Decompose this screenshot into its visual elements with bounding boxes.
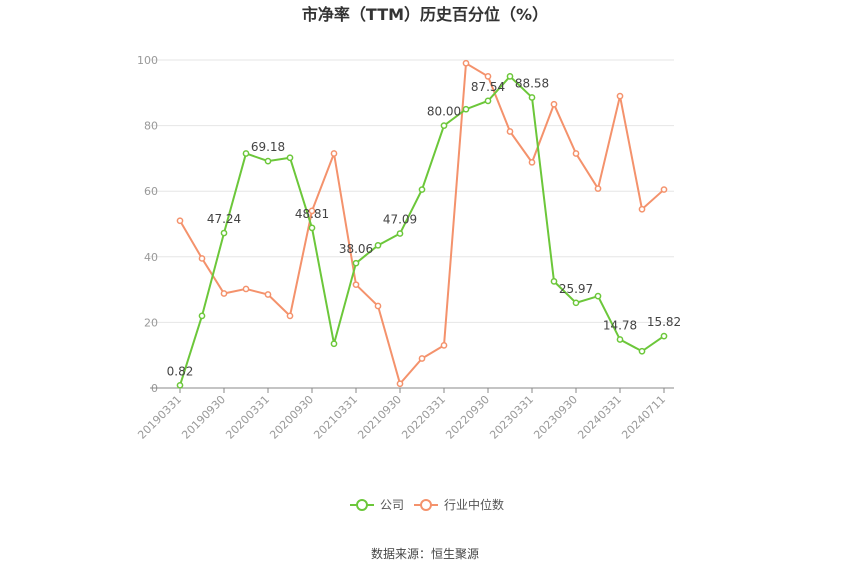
legend-item-industry-median[interactable]: 行业中位数 <box>414 497 504 512</box>
industry-median-data-point <box>286 312 294 320</box>
data-labels: 0.82 47.24 69.18 48.81 38.06 47.09 80.00 87.54 8… <box>167 76 682 378</box>
legend-label: 公司 <box>380 498 404 512</box>
company-data-point <box>506 73 514 80</box>
industry-median-data-point <box>550 100 558 108</box>
industry-median-data-point <box>506 128 514 135</box>
x-tick-label: 20210331 <box>311 393 360 442</box>
industry-median-data-point <box>462 59 470 67</box>
industry-median-data-point <box>396 380 404 388</box>
company-data-point <box>330 340 338 348</box>
data-label: 38.06 <box>339 242 373 256</box>
x-tick-label: 20230930 <box>531 393 580 442</box>
data-label: 48.81 <box>295 207 329 221</box>
industry-median-data-point <box>352 281 360 289</box>
company-data-point <box>308 224 316 232</box>
company-data-point <box>352 259 360 267</box>
data-label: 47.24 <box>207 212 241 226</box>
industry-median-data-point <box>528 158 536 166</box>
company-data-point <box>462 105 470 113</box>
company-data-point <box>264 157 272 165</box>
industry-median-data-point <box>418 355 426 362</box>
industry-median-data-point <box>374 302 382 310</box>
grid-lines <box>150 59 674 323</box>
data-label: 69.18 <box>251 140 285 154</box>
data-label: 80.00 <box>427 105 461 119</box>
data-label: 87.54 <box>471 80 505 94</box>
data-label: 25.97 <box>559 282 593 296</box>
company-data-point <box>550 278 558 285</box>
industry-median-data-point <box>440 342 448 349</box>
chart-title: 市净率（TTM）历史百分位（%） <box>302 5 548 24</box>
industry-median-data-point <box>484 73 492 80</box>
x-tick-label: 20190331 <box>135 393 184 442</box>
company-data-point <box>616 336 624 343</box>
data-label: 15.82 <box>647 315 681 329</box>
y-axis-ticks: 020406080100 <box>137 54 158 395</box>
x-tick-label: 20210930 <box>355 393 404 442</box>
industry-median-data-point <box>176 217 184 225</box>
data-label: 14.78 <box>603 319 637 333</box>
industry-median-data-point <box>220 290 228 297</box>
industry-median-data-point <box>308 207 316 215</box>
legend-label: 行业中位数 <box>444 497 504 512</box>
industry-median-data-point <box>594 185 602 192</box>
x-tick-label: 20240711 <box>619 393 668 442</box>
y-tick-label: 100 <box>137 54 158 67</box>
series-lines <box>176 59 668 389</box>
y-tick-label: 80 <box>144 120 158 133</box>
x-tick-label: 20190930 <box>179 393 228 442</box>
company-series-line <box>179 74 665 386</box>
company-data-point <box>638 347 646 355</box>
y-tick-label: 40 <box>144 251 158 264</box>
industry-median-data-point <box>264 291 272 298</box>
company-data-point <box>418 186 426 193</box>
data-label: 88.58 <box>515 76 549 90</box>
industry-median-data-point <box>638 205 646 213</box>
company-data-point <box>286 154 294 162</box>
legend-swatch-marker <box>356 499 368 511</box>
company-data-point <box>198 312 206 320</box>
company-data-point <box>374 241 382 249</box>
y-tick-label: 60 <box>144 185 158 198</box>
x-tick-label: 20240331 <box>575 393 624 442</box>
company-data-point <box>484 97 492 105</box>
industry-median-data-point <box>572 150 580 157</box>
x-tick-label: 20220930 <box>443 393 492 442</box>
source-note: 数据来源：恒生聚源 <box>371 546 479 561</box>
x-tick-label: 20200331 <box>223 393 272 442</box>
company-data-point <box>220 229 228 237</box>
x-tick-label: 20200930 <box>267 393 316 442</box>
company-data-point <box>572 299 580 307</box>
industry-median-series-line <box>179 61 665 386</box>
y-tick-label: 20 <box>144 316 158 329</box>
x-tick-label: 20230331 <box>487 393 536 442</box>
legend-swatch-marker <box>420 499 432 511</box>
x-tick-label: 20220331 <box>399 393 448 442</box>
company-data-point <box>440 122 448 129</box>
company-data-point <box>176 381 184 389</box>
company-data-point <box>594 292 602 300</box>
legend-item-company[interactable]: 公司 <box>350 498 404 512</box>
data-label: 47.09 <box>383 213 417 227</box>
industry-median-data-point <box>198 255 206 262</box>
industry-median-data-point <box>242 285 250 293</box>
company-data-point <box>396 230 404 237</box>
legend[interactable]: 公司 行业中位数 <box>350 497 504 512</box>
industry-median-data-point <box>660 186 668 193</box>
company-data-point <box>660 332 668 340</box>
industry-median-data-point <box>330 150 338 157</box>
company-data-point <box>242 150 250 157</box>
industry-median-data-point <box>616 92 624 100</box>
company-data-point <box>528 94 536 101</box>
data-label: 0.82 <box>167 364 194 378</box>
x-axis: 2019033120190930202003312020093020210331… <box>135 387 674 442</box>
